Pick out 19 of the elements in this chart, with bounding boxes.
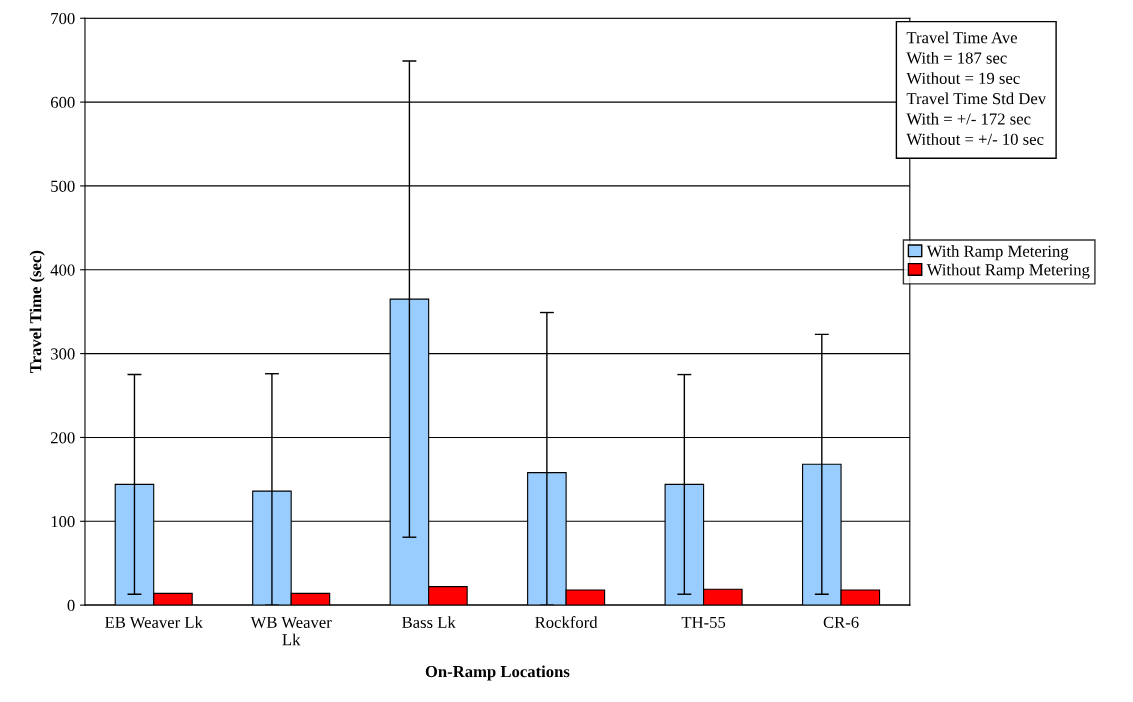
y-tick-label: 400 (50, 264, 75, 276)
y-tick-label: 0 (67, 599, 75, 612)
x-tick-label: Rockford (535, 616, 598, 628)
x-tick-label: WB Weaver Lk (250, 616, 332, 646)
annotation: Travel Time Ave With = 187 sec Without = 19 sec Travel Time Std Dev With = +/- 172 sec Without = +/- 10 sec (906, 31, 1047, 145)
y-tick-label: 600 (50, 96, 75, 109)
legend-label: Without Ramp Metering (926, 263, 1090, 279)
x-tick-label: EB Weaver Lk (105, 616, 203, 629)
y-tick-label: 100 (51, 515, 75, 528)
y-axis-title: Travel Time (sec) (29, 250, 45, 373)
y-tick-label: 700 (51, 12, 75, 25)
x-tick-label: Bass Lk (402, 616, 456, 628)
x-tick-label: TH-55 (681, 616, 726, 628)
legend-label: With Ramp Metering (926, 245, 1069, 261)
y-tick-label: 500 (51, 180, 75, 192)
y-tick-label: 300 (51, 348, 75, 360)
x-tick-label: CR-6 (823, 616, 859, 628)
y-tick-label: 200 (50, 432, 75, 444)
x-axis-title: On-Ramp Locations (425, 665, 570, 681)
